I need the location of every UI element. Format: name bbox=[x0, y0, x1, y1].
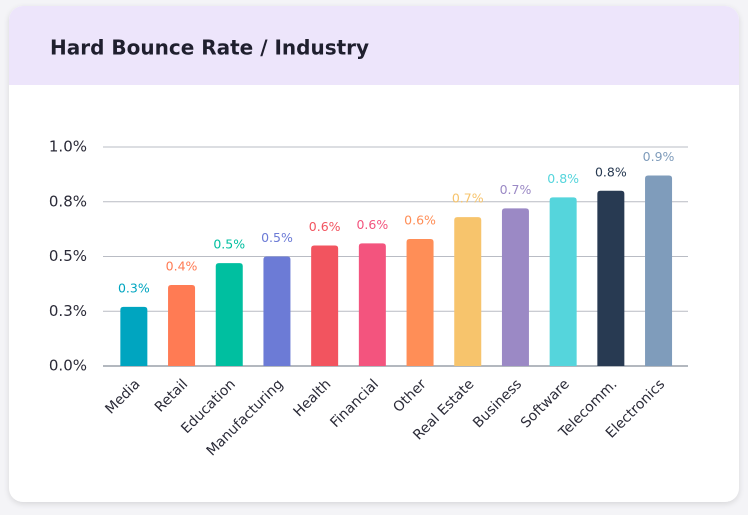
y-tick-label: 1.0% bbox=[49, 138, 87, 156]
value-label: 0.3% bbox=[118, 280, 150, 295]
bar bbox=[120, 306, 148, 366]
chart-title: Hard Bounce Rate / Industry bbox=[50, 36, 369, 60]
value-label: 0.6% bbox=[404, 212, 436, 227]
bar bbox=[645, 175, 673, 366]
value-label: 0.7% bbox=[452, 191, 484, 206]
bar bbox=[263, 256, 291, 366]
value-label: 0.8% bbox=[595, 164, 627, 179]
value-label: 0.6% bbox=[356, 217, 388, 232]
bar bbox=[549, 197, 577, 366]
bar bbox=[358, 243, 386, 366]
bar bbox=[406, 238, 434, 366]
bar bbox=[215, 263, 243, 366]
y-tick-label: 0.5% bbox=[49, 247, 87, 265]
value-label: 0.7% bbox=[500, 182, 532, 197]
bar bbox=[311, 245, 339, 366]
y-tick-label: 0.0% bbox=[49, 357, 87, 375]
value-label: 0.4% bbox=[166, 258, 198, 273]
y-tick-label: 0.3% bbox=[49, 302, 87, 320]
value-label: 0.8% bbox=[547, 171, 579, 186]
value-label: 0.6% bbox=[309, 219, 341, 234]
card-header bbox=[9, 6, 739, 85]
y-tick-label: 0.8% bbox=[49, 192, 87, 210]
value-label: 0.9% bbox=[643, 149, 675, 164]
bar bbox=[454, 217, 482, 366]
bar bbox=[597, 190, 625, 366]
value-label: 0.5% bbox=[213, 237, 245, 252]
value-label: 0.5% bbox=[261, 230, 293, 245]
bar bbox=[501, 208, 529, 366]
bar bbox=[168, 284, 196, 366]
